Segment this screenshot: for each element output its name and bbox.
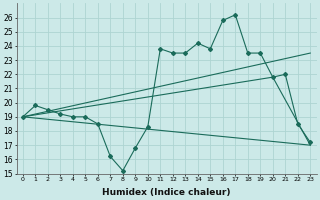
X-axis label: Humidex (Indice chaleur): Humidex (Indice chaleur) — [102, 188, 231, 197]
